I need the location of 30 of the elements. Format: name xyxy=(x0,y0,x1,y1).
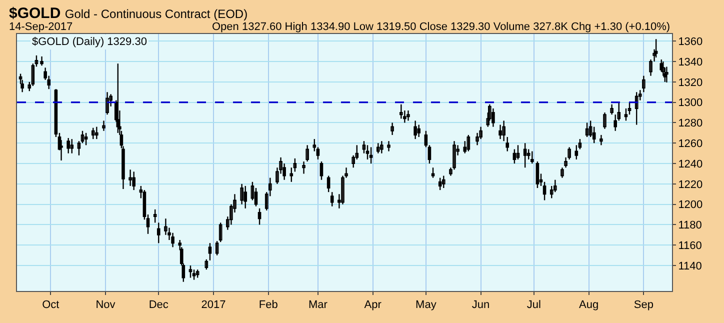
chart-subtitle: Gold - Continuous Contract (EOD) xyxy=(64,7,248,21)
y-tick-label: 1200 xyxy=(678,199,703,212)
y-tick-label: 1280 xyxy=(678,118,703,130)
x-tick-label: Dec xyxy=(148,299,169,312)
x-tick-label: Oct xyxy=(42,299,60,312)
x-tick-label: Apr xyxy=(364,299,382,312)
y-tick-label: 1300 xyxy=(678,97,703,110)
x-tick-label: Feb xyxy=(258,299,278,312)
annotation: $GOLD (Daily) 1329.30 xyxy=(32,36,147,48)
y-tick-label: 1340 xyxy=(678,56,703,68)
chart-title: $GOLD xyxy=(9,5,61,22)
y-tick-label: 1240 xyxy=(678,158,703,170)
x-tick-label: Aug xyxy=(579,299,599,312)
x-tick-label: Sep xyxy=(634,299,654,312)
y-tick-label: 1180 xyxy=(678,220,702,232)
y-tick-label: 1160 xyxy=(678,240,702,252)
y-tick-label: 1260 xyxy=(678,138,703,150)
x-tick-label: Jul xyxy=(526,299,541,312)
y-tick-label: 1220 xyxy=(678,178,703,191)
x-tick-label: Jun xyxy=(472,299,490,312)
y-tick-label: 1320 xyxy=(678,76,703,89)
candlestick xyxy=(290,167,294,182)
x-tick-label: Nov xyxy=(96,299,116,312)
x-tick-label: May xyxy=(416,299,437,312)
y-tick-label: 1360 xyxy=(678,36,703,48)
text: Open 1327.60 High 1334.90 Low 1319.50 Close 1329.30 Volume 327.8K Chg +1.30 (+0.10%) xyxy=(212,21,670,33)
x-tick-label: 2017 xyxy=(201,299,226,312)
text: 14-Sep-2017 xyxy=(9,21,73,33)
y-tick-label: 1140 xyxy=(678,260,702,272)
x-tick-label: Mar xyxy=(308,299,328,312)
